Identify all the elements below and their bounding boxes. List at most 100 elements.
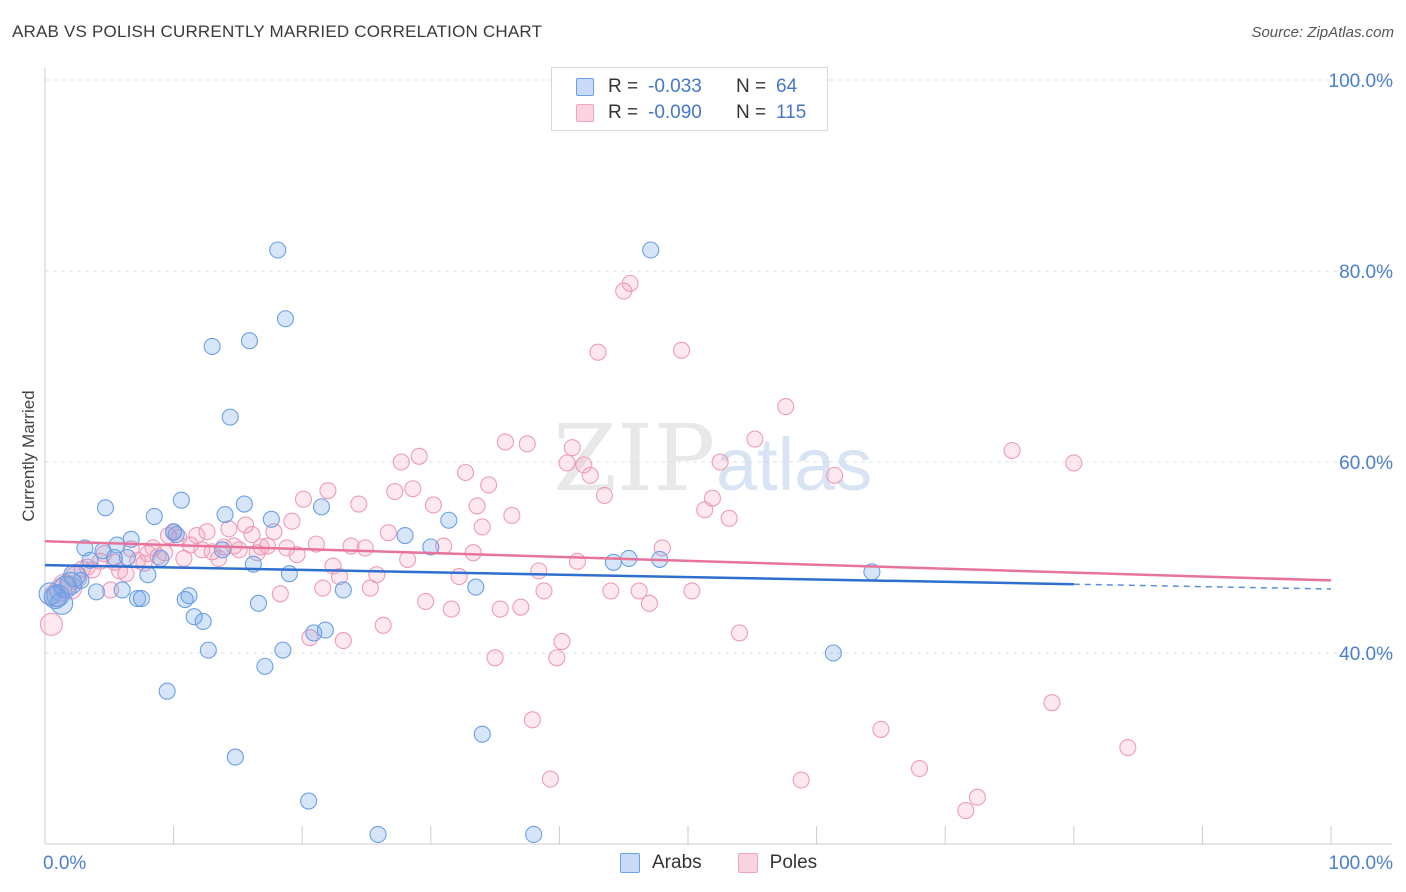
data-points [38, 241, 1137, 844]
tick-labels: 40.0% 60.0% 80.0% 100.0% 0.0% 100.0% [43, 71, 1393, 874]
arab-point [72, 571, 90, 589]
arab-point [81, 551, 99, 569]
pole-point [283, 512, 301, 530]
arab-point [203, 337, 221, 355]
arab-point [96, 499, 114, 517]
pole-point [595, 486, 613, 504]
watermark-atlas: atlas [716, 423, 872, 506]
arab-point [235, 495, 253, 513]
pole-point [535, 582, 553, 600]
pole-point [442, 600, 460, 618]
legend-row-arabs: R = -0.033 N = 64 [576, 76, 856, 98]
pole-point [237, 516, 255, 534]
arab-point [642, 241, 660, 259]
arab-point [139, 566, 157, 584]
arab-point [262, 510, 280, 528]
pole-point [1065, 454, 1083, 472]
arab-point [129, 590, 147, 608]
arab-point [334, 581, 352, 599]
arab-point [473, 725, 491, 743]
arab-point [226, 748, 244, 766]
arab-point [422, 538, 440, 556]
arab-point [172, 491, 190, 509]
pole-point [117, 565, 135, 583]
pole-point [503, 506, 521, 525]
pole-point [424, 496, 442, 514]
arab-point [118, 548, 136, 567]
pole-point [720, 509, 738, 527]
y-tick-label: 100.0% [1329, 71, 1394, 92]
pole-point [530, 562, 548, 580]
pole-point [356, 539, 374, 557]
pole-point [575, 456, 593, 474]
y-axis-label: Currently Married [19, 390, 38, 521]
arab-point [269, 241, 287, 259]
y-tick-label: 60.0% [1339, 453, 1393, 474]
arab-point [158, 682, 176, 700]
arab-point [180, 587, 198, 605]
pole-point [379, 524, 397, 542]
arab-point [87, 583, 105, 601]
legend-swatch-arabs [576, 78, 594, 96]
pole-point [491, 600, 509, 618]
arab-point [300, 792, 318, 810]
arab-point [467, 578, 485, 596]
legend-r-value: -0.090 [648, 102, 702, 123]
legend-n-label: N = [736, 76, 767, 97]
axes [44, 68, 1392, 845]
pole-point [581, 466, 599, 484]
legend-swatch-arabs [620, 853, 640, 873]
pole-point [777, 398, 795, 416]
arab-point [824, 644, 842, 662]
legend-swatch-poles [737, 853, 758, 873]
pole-point [392, 453, 410, 471]
arab-point [240, 332, 259, 350]
chart-title: ARAB VS POLISH CURRENTLY MARRIED CORRELA… [12, 22, 543, 41]
arab-point [194, 612, 212, 631]
arab-point [199, 641, 217, 659]
arab-point [213, 541, 232, 559]
legend-item-poles[interactable]: Poles [737, 852, 818, 874]
pole-point [673, 341, 691, 359]
pole-point [957, 802, 975, 820]
watermark: ZIP atlas [553, 405, 872, 512]
pole-point [589, 343, 607, 361]
arab-point [369, 825, 387, 844]
pole-point [102, 581, 120, 599]
pole-point [243, 526, 261, 544]
pole-point [464, 544, 482, 562]
pole-point [1119, 738, 1137, 757]
arab-point [113, 581, 131, 599]
legend-item-arabs[interactable]: Arabs [620, 852, 702, 874]
pole-point [872, 720, 890, 738]
watermark-zip: ZIP [553, 405, 715, 512]
pole-point [473, 518, 491, 536]
arab-point [276, 310, 295, 328]
pole-point [711, 453, 729, 471]
pole-point [486, 649, 504, 667]
pole-point [294, 490, 313, 508]
pole-point [968, 788, 986, 806]
legend-label-poles: Poles [769, 852, 818, 873]
pole-point [563, 439, 581, 457]
pole-point [568, 552, 586, 570]
pole-point [826, 466, 844, 484]
arab-point [312, 498, 331, 516]
pole-point [450, 568, 468, 586]
arab-point [316, 621, 334, 639]
pole-point [746, 430, 764, 448]
pole-point [683, 582, 701, 600]
legend-n-value: 64 [776, 76, 798, 97]
legend-r-label: R = [608, 102, 639, 123]
legend-swatch-poles [576, 104, 594, 122]
pole-point [399, 550, 417, 568]
pole-point [374, 616, 392, 634]
arab-point [152, 549, 170, 568]
arab-trend-line [44, 563, 1074, 586]
arab-point [274, 641, 292, 659]
pole-point [319, 482, 337, 500]
pole-point [404, 480, 422, 498]
pole-point [910, 760, 929, 778]
arab-point [249, 594, 268, 612]
